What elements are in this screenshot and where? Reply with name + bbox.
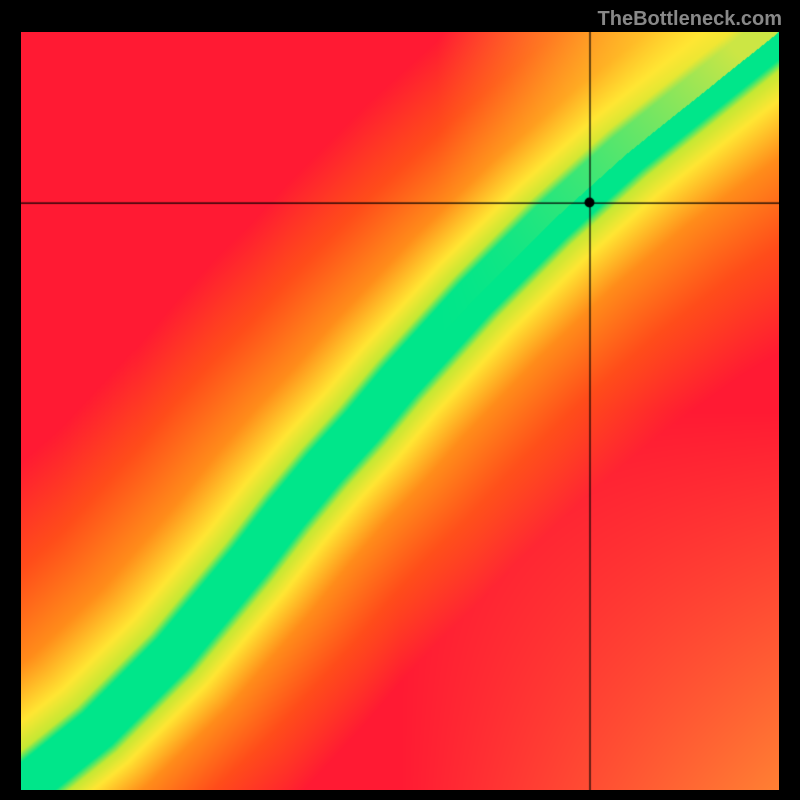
watermark-text: TheBottleneck.com [598, 8, 782, 31]
chart-container: TheBottleneck.com [0, 0, 800, 800]
bottleneck-heatmap [21, 32, 779, 790]
